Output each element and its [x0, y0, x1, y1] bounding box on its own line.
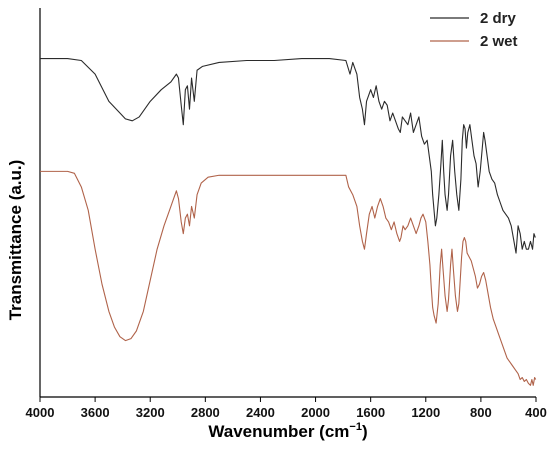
y-axis-title: Transmittance (a.u.) [6, 160, 25, 321]
x-tick-label: 3600 [81, 405, 110, 420]
x-axis-title-sup: −1 [349, 421, 362, 433]
series-line-wet [40, 170, 537, 386]
x-tick-label: 2000 [301, 405, 330, 420]
legend-label-wet: 2 wet [480, 33, 518, 50]
series-line-dry [40, 58, 536, 254]
x-tick-label: 4000 [26, 405, 55, 420]
legend: 2 dry 2 wet [430, 10, 518, 50]
x-tick-label: 400 [525, 405, 547, 420]
x-tick-label: 2800 [191, 405, 220, 420]
plot-frame [39, 8, 536, 398]
x-axis-title: Wavenumber (cm−1) [208, 421, 367, 441]
legend-label-dry: 2 dry [480, 10, 517, 27]
series-layer [40, 58, 537, 386]
x-tick-label: 3200 [136, 405, 165, 420]
x-tick-label: 800 [470, 405, 492, 420]
x-axis-title-close: ) [362, 422, 368, 441]
x-tick-label: 2400 [246, 405, 275, 420]
x-axis-title-main: Wavenumber (cm [208, 422, 349, 441]
x-tick-label: 1600 [356, 405, 385, 420]
x-ticks: 4000 3600 3200 2800 2400 2000 1600 1200 800 400 [26, 397, 547, 420]
x-tick-label: 1200 [411, 405, 440, 420]
